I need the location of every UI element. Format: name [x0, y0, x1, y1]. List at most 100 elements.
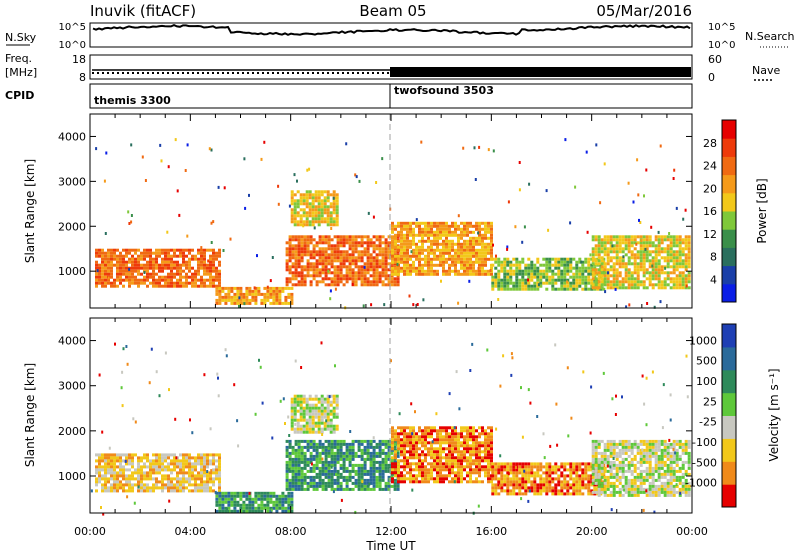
echo-cell	[448, 230, 451, 234]
echo-cell	[627, 250, 631, 254]
echo-cell	[581, 278, 585, 282]
echo-cell	[188, 489, 191, 493]
echo-cell	[478, 230, 481, 234]
echo-speckle	[625, 305, 628, 309]
echo-cell	[575, 287, 579, 291]
echo-cell	[569, 260, 573, 264]
echo-cell	[363, 271, 367, 275]
echo-cell	[403, 224, 406, 228]
echo-speckle	[308, 167, 311, 171]
echo-cell	[621, 277, 625, 281]
echo-cell	[98, 278, 101, 282]
echo-cell	[448, 239, 451, 243]
echo-cell	[521, 462, 525, 466]
echo-cell	[369, 280, 373, 284]
echo-cell	[360, 457, 364, 461]
echo-cell	[430, 426, 433, 430]
echo-cell	[612, 277, 616, 281]
echo-cell	[445, 441, 448, 445]
echo-cell	[342, 457, 346, 461]
echo-cell	[290, 424, 294, 428]
echo-cell	[539, 492, 543, 496]
echo-cell	[212, 483, 215, 487]
echo-cell	[548, 486, 552, 490]
echo-cell	[300, 445, 304, 449]
echo-cell	[351, 445, 355, 449]
echo-cell	[342, 241, 346, 245]
echo-cell	[633, 268, 637, 272]
echo-cell	[122, 459, 125, 463]
echo-cell	[681, 250, 685, 254]
echo-cell	[351, 271, 355, 275]
echo-cell	[339, 262, 343, 266]
echo-cell	[330, 439, 334, 443]
echo-cell	[269, 292, 273, 296]
echo-cell	[427, 480, 430, 484]
echo-cell	[128, 257, 131, 261]
echo-cell	[299, 403, 303, 407]
echo-cell	[484, 260, 487, 264]
echo-speckle	[574, 185, 577, 189]
echo-cell	[317, 205, 321, 209]
echo-cell	[315, 454, 319, 458]
echo-cell	[460, 477, 463, 481]
echo-cell	[212, 278, 215, 282]
echo-cell	[345, 442, 349, 446]
echo-cell	[460, 257, 463, 261]
echo-cell	[657, 244, 661, 248]
echo-cell	[384, 469, 388, 473]
echo-cell	[119, 483, 122, 487]
echo-cell	[218, 503, 222, 507]
echo-cell	[675, 238, 679, 242]
echo-cell	[354, 271, 358, 275]
echo-cell	[302, 214, 306, 218]
echo-cell	[684, 265, 688, 269]
echo-cell	[324, 466, 328, 470]
echo-cell	[176, 284, 179, 288]
echo-cell	[351, 457, 355, 461]
echo-cell	[191, 474, 194, 478]
echo-cell	[669, 247, 673, 251]
echo-cell	[387, 274, 391, 278]
echo-cell	[320, 397, 324, 401]
echo-cell	[218, 471, 221, 475]
echo-cell	[335, 412, 339, 416]
echo-cell	[427, 233, 430, 237]
echo-speckle	[243, 302, 246, 306]
echo-cell	[478, 248, 481, 252]
freq-frame	[89, 54, 693, 80]
echo-cell	[451, 260, 454, 264]
echo-cell	[639, 265, 643, 269]
echo-cell	[299, 409, 303, 413]
echo-cell	[615, 238, 619, 242]
echo-cell	[227, 491, 231, 495]
echo-cell	[312, 265, 316, 269]
echo-cell	[303, 277, 307, 281]
echo-cell	[442, 462, 445, 466]
echo-cell	[302, 430, 306, 434]
echo-cell	[533, 492, 537, 496]
echo-cell	[179, 459, 182, 463]
echo-cell	[475, 248, 478, 252]
echo-cell	[158, 269, 161, 273]
echo-cell	[445, 453, 448, 457]
echo-cell	[339, 235, 343, 239]
echo-cell	[678, 274, 682, 278]
echo-cell	[491, 281, 495, 285]
echo-cell	[551, 272, 555, 276]
echo-cell	[245, 503, 249, 507]
echo-speckle	[636, 158, 639, 162]
echo-speckle	[313, 226, 316, 230]
echo-cell	[591, 250, 595, 254]
echo-cell	[642, 271, 646, 275]
echo-cell	[182, 281, 185, 285]
echo-cell	[330, 283, 334, 287]
echo-cell	[539, 477, 543, 481]
echo-cell	[424, 239, 427, 243]
echo-cell	[299, 196, 303, 200]
echo-cell	[409, 263, 412, 267]
echo-cell	[530, 489, 534, 493]
echo-cell	[436, 435, 439, 439]
echo-cell	[320, 427, 324, 431]
echo-cell	[606, 247, 610, 251]
